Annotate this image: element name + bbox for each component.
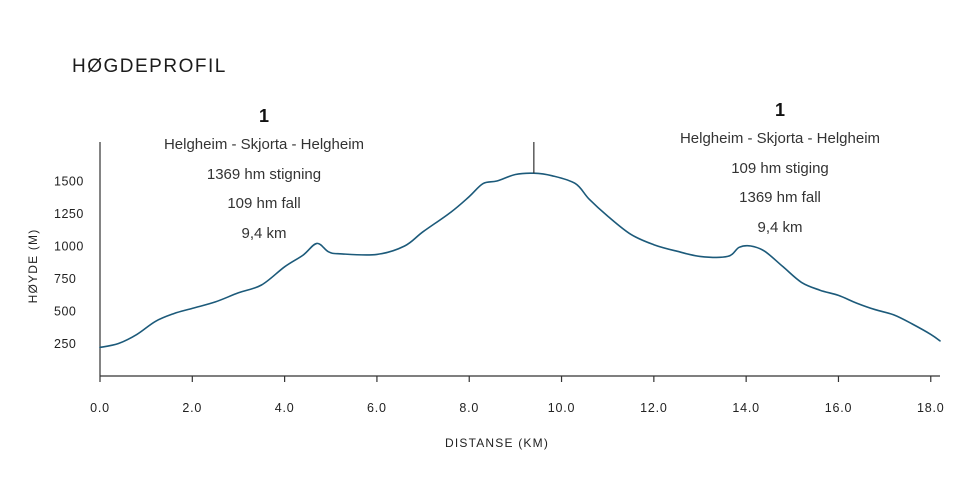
route-distance: 9,4 km	[241, 224, 287, 242]
x-tick-label: 4.0	[275, 401, 295, 415]
x-tick-label: 16.0	[825, 401, 853, 415]
tick-group: 0.0 2.0 4.0 6.0 8.0 10.0 12.0 14.0 16.0 18.0 250 50…	[54, 175, 945, 416]
chart-title: HØGDEPROFIL	[72, 56, 227, 77]
y-tick-label: 250	[54, 337, 76, 351]
y-tick-label: 500	[54, 305, 76, 319]
x-tick-label: 8.0	[459, 401, 479, 415]
x-tick-label: 6.0	[367, 401, 387, 415]
x-tick-label: 14.0	[732, 401, 760, 415]
route-ascent: 109 hm stiging	[731, 159, 829, 177]
route-distance: 9,4 km	[757, 218, 803, 236]
route-descent: 1369 hm fall	[739, 189, 821, 206]
route-name: Helgheim - Skjorta - Helgheim	[679, 130, 881, 147]
route-info-right: 1 Helgheim - Skjorta - Helgheim 109 hm s…	[650, 96, 910, 242]
y-tick-label: 750	[54, 272, 76, 286]
x-tick-label: 12.0	[640, 401, 668, 415]
x-tick-label: 2.0	[182, 401, 202, 415]
y-tick-label: 1000	[54, 240, 84, 254]
route-name: Helgheim - Skjorta - Helgheim	[163, 136, 365, 153]
x-axis-label: DISTANSE (KM)	[445, 436, 549, 450]
chart-axes	[99, 142, 940, 377]
x-tick-label: 10.0	[548, 401, 576, 415]
y-tick-label: 1250	[54, 207, 84, 221]
y-axis-label: HØYDE (M)	[26, 229, 40, 304]
route-descent: 109 hm fall	[227, 195, 301, 212]
route-number: 1	[774, 100, 785, 120]
x-tick-label: 18.0	[917, 401, 945, 415]
route-ascent: 1369 hm stigning	[206, 165, 322, 183]
route-info-left: 1 Helgheim - Skjorta - Helgheim 1369 hm …	[134, 102, 394, 248]
route-number: 1	[258, 106, 269, 126]
y-tick-label: 1500	[54, 175, 84, 189]
x-tick-label: 0.0	[90, 401, 110, 415]
